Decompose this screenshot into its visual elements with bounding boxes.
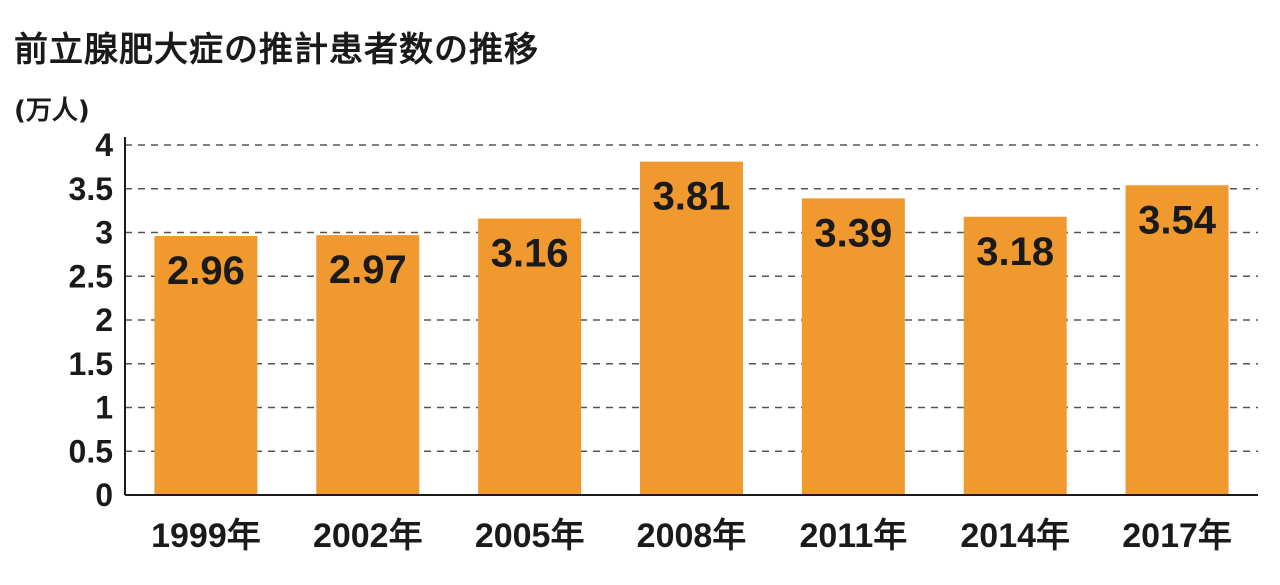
bar: [801, 198, 905, 495]
y-tick-label: 3.5: [69, 171, 113, 207]
x-category-label: 2002年: [313, 517, 423, 555]
y-axis-unit-label: (万人): [14, 96, 90, 126]
y-tick-label: 3: [95, 215, 113, 251]
bar-value-label: 3.16: [491, 232, 569, 276]
x-category-label: 1999年: [151, 517, 261, 555]
axes: [124, 137, 1258, 496]
bar-value-label: 3.18: [976, 230, 1054, 274]
bars: [154, 161, 1229, 495]
y-tick-label: 0: [95, 477, 113, 513]
bar: [478, 218, 582, 495]
x-category-label: 2005年: [475, 517, 585, 555]
x-category-label: 2014年: [960, 517, 1070, 555]
chart-title: 前立腺肥大症の推計患者数の推移: [14, 30, 539, 70]
bar: [640, 161, 743, 495]
bar-value-label: 2.97: [329, 248, 407, 292]
y-tick-label: 2: [95, 302, 113, 338]
x-category-label: 2017年: [1122, 517, 1232, 555]
bar-value-label: 2.96: [167, 249, 245, 293]
x-category-label: 2011年: [799, 517, 907, 555]
bar: [154, 236, 258, 495]
y-tick-label: 2.5: [69, 258, 113, 294]
bar-value-label: 3.54: [1138, 198, 1217, 242]
x-category-label: 2008年: [637, 517, 747, 555]
bar-value-label: 3.39: [814, 211, 892, 255]
bar: [1125, 185, 1229, 495]
bar-value-label: 3.81: [653, 175, 731, 219]
grid-lines: [125, 144, 1258, 452]
y-tick-label: 0.5: [69, 433, 113, 469]
y-tick-label: 1.5: [69, 346, 113, 382]
bar: [316, 235, 420, 495]
y-tick-label: 4: [95, 127, 113, 163]
labels: 00.511.522.533.542.961999年2.972002年3.162…: [69, 127, 1232, 555]
y-tick-label: 1: [95, 390, 113, 426]
bar: [963, 216, 1067, 495]
